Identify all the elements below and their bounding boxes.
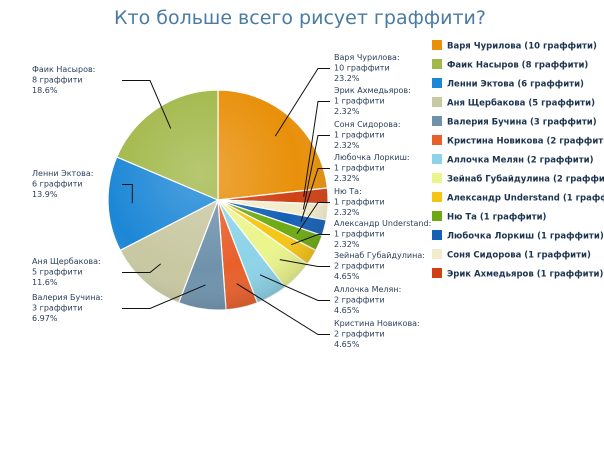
legend-label: Александр Understand (1 граффити) xyxy=(447,194,604,204)
callout-count-label: 3 граффити xyxy=(32,304,83,313)
callout-percent: 4.65% xyxy=(334,306,360,315)
legend-label: Ленни Эктова (6 граффити) xyxy=(447,80,584,90)
callout-count-label: 2 граффити xyxy=(334,262,385,271)
leader-line xyxy=(303,101,330,197)
callout-percent: 13.9% xyxy=(32,190,58,199)
legend-swatch xyxy=(432,230,442,240)
leader-line xyxy=(296,202,330,234)
callout-name: Эрик Ахмедьяров: xyxy=(334,86,411,95)
callout-percent: 2.32% xyxy=(334,107,360,116)
leader-line xyxy=(122,184,133,204)
legend-swatch xyxy=(432,173,442,183)
legend-label: Кристина Новикова (2 граффити) xyxy=(447,137,604,147)
legend-label: Аня Щербакова (5 граффити) xyxy=(447,98,595,109)
callout-name: Варя Чурилова: xyxy=(334,53,400,62)
leader-line xyxy=(279,259,330,267)
legend-label: Зейнаб Губайдулина (2 граффити) xyxy=(447,174,604,185)
callout-percent: 18.6% xyxy=(32,86,58,95)
leader-line xyxy=(259,274,330,301)
legend-swatch xyxy=(432,192,442,202)
callout-count-label: 1 граффити xyxy=(334,164,385,173)
callout-percent: 11.6% xyxy=(32,278,58,287)
legend-swatch xyxy=(432,154,442,164)
legend-label: Варя Чурилова (10 граффити) xyxy=(447,42,597,52)
callout-name: Ленни Эктова: xyxy=(32,169,93,178)
callout-name: Аллочка Мелян: xyxy=(334,285,401,294)
callout-count-label: 1 граффити xyxy=(334,131,385,140)
leader-line xyxy=(274,68,330,137)
legend-swatch xyxy=(432,78,442,88)
legend-swatch xyxy=(432,249,442,259)
legend-swatch xyxy=(432,97,442,107)
callout-count-label: 2 граффити xyxy=(334,330,385,339)
leader-line xyxy=(300,168,330,222)
callout-name: Александр Understand: xyxy=(334,219,431,228)
legend-swatch xyxy=(432,268,442,278)
legend-label: Валерия Бучина (3 граффити) xyxy=(447,118,597,128)
callout-percent: 4.65% xyxy=(334,272,360,281)
legend-swatch xyxy=(432,40,442,50)
callout-percent: 2.32% xyxy=(334,141,360,150)
leader-line xyxy=(291,234,330,246)
callout-percent: 6.97% xyxy=(32,314,58,323)
legend: Варя Чурилова (10 граффити) Фаик Насыров … xyxy=(432,40,604,280)
callout-percent: 23.2% xyxy=(334,74,360,83)
legend-label: Аллочка Мелян (2 граффити) xyxy=(447,156,594,166)
callout-leaders xyxy=(122,68,330,335)
legend-label: Соня Сидорова (1 граффити) xyxy=(447,251,591,261)
slice-варя-чурилова xyxy=(217,89,329,201)
callout-name: Соня Сидорова: xyxy=(334,120,401,129)
callout-name: Аня Щербакова: xyxy=(32,257,101,266)
legend-label: Ню Та (1 граффити) xyxy=(447,213,547,223)
callout-count-label: 6 граффити xyxy=(32,180,83,189)
callout-count-label: 5 граффити xyxy=(32,268,83,277)
legend-swatch xyxy=(432,59,442,69)
callout-percent: 2.32% xyxy=(334,240,360,249)
callout-count-label: 1 граффити xyxy=(334,198,385,207)
callout-name: Зейнаб Губайдулина: xyxy=(334,251,425,260)
leader-line xyxy=(122,284,206,309)
callout-percent: 2.32% xyxy=(334,208,360,217)
callout-name: Валерия Бучина: xyxy=(32,293,103,302)
callout-count-label: 1 граффити xyxy=(334,230,385,239)
callout-percent: 2.32% xyxy=(334,174,360,183)
leader-line xyxy=(302,135,330,210)
chart-title: Кто больше всего рисует граффити? xyxy=(114,7,486,29)
callout-name: Фаик Насыров: xyxy=(32,65,95,74)
leader-line xyxy=(236,283,330,335)
callout-count-label: 2 граффити xyxy=(334,296,385,305)
legend-swatch xyxy=(432,211,442,221)
callout-name: Ню Та: xyxy=(334,187,362,196)
legend-label: Эрик Ахмедьяров (1 граффити) xyxy=(447,270,603,280)
callout-count-label: 1 граффити xyxy=(334,97,385,106)
legend-swatch xyxy=(432,116,442,126)
callout-name: Любочка Лоркиш: xyxy=(334,153,410,162)
callout-percent: 4.65% xyxy=(334,340,360,349)
pie-slices xyxy=(107,89,329,311)
callout-count-label: 8 граффити xyxy=(32,76,83,85)
legend-label: Любочка Лоркиш (1 граффити) xyxy=(447,231,604,242)
leader-line xyxy=(122,80,172,129)
callout-count-label: 10 граффити xyxy=(334,64,390,73)
leader-line xyxy=(122,263,162,273)
legend-swatch xyxy=(432,135,442,145)
callout-name: Кристина Новикова: xyxy=(334,319,420,328)
legend-label: Фаик Насыров (8 граффити) xyxy=(447,61,588,71)
